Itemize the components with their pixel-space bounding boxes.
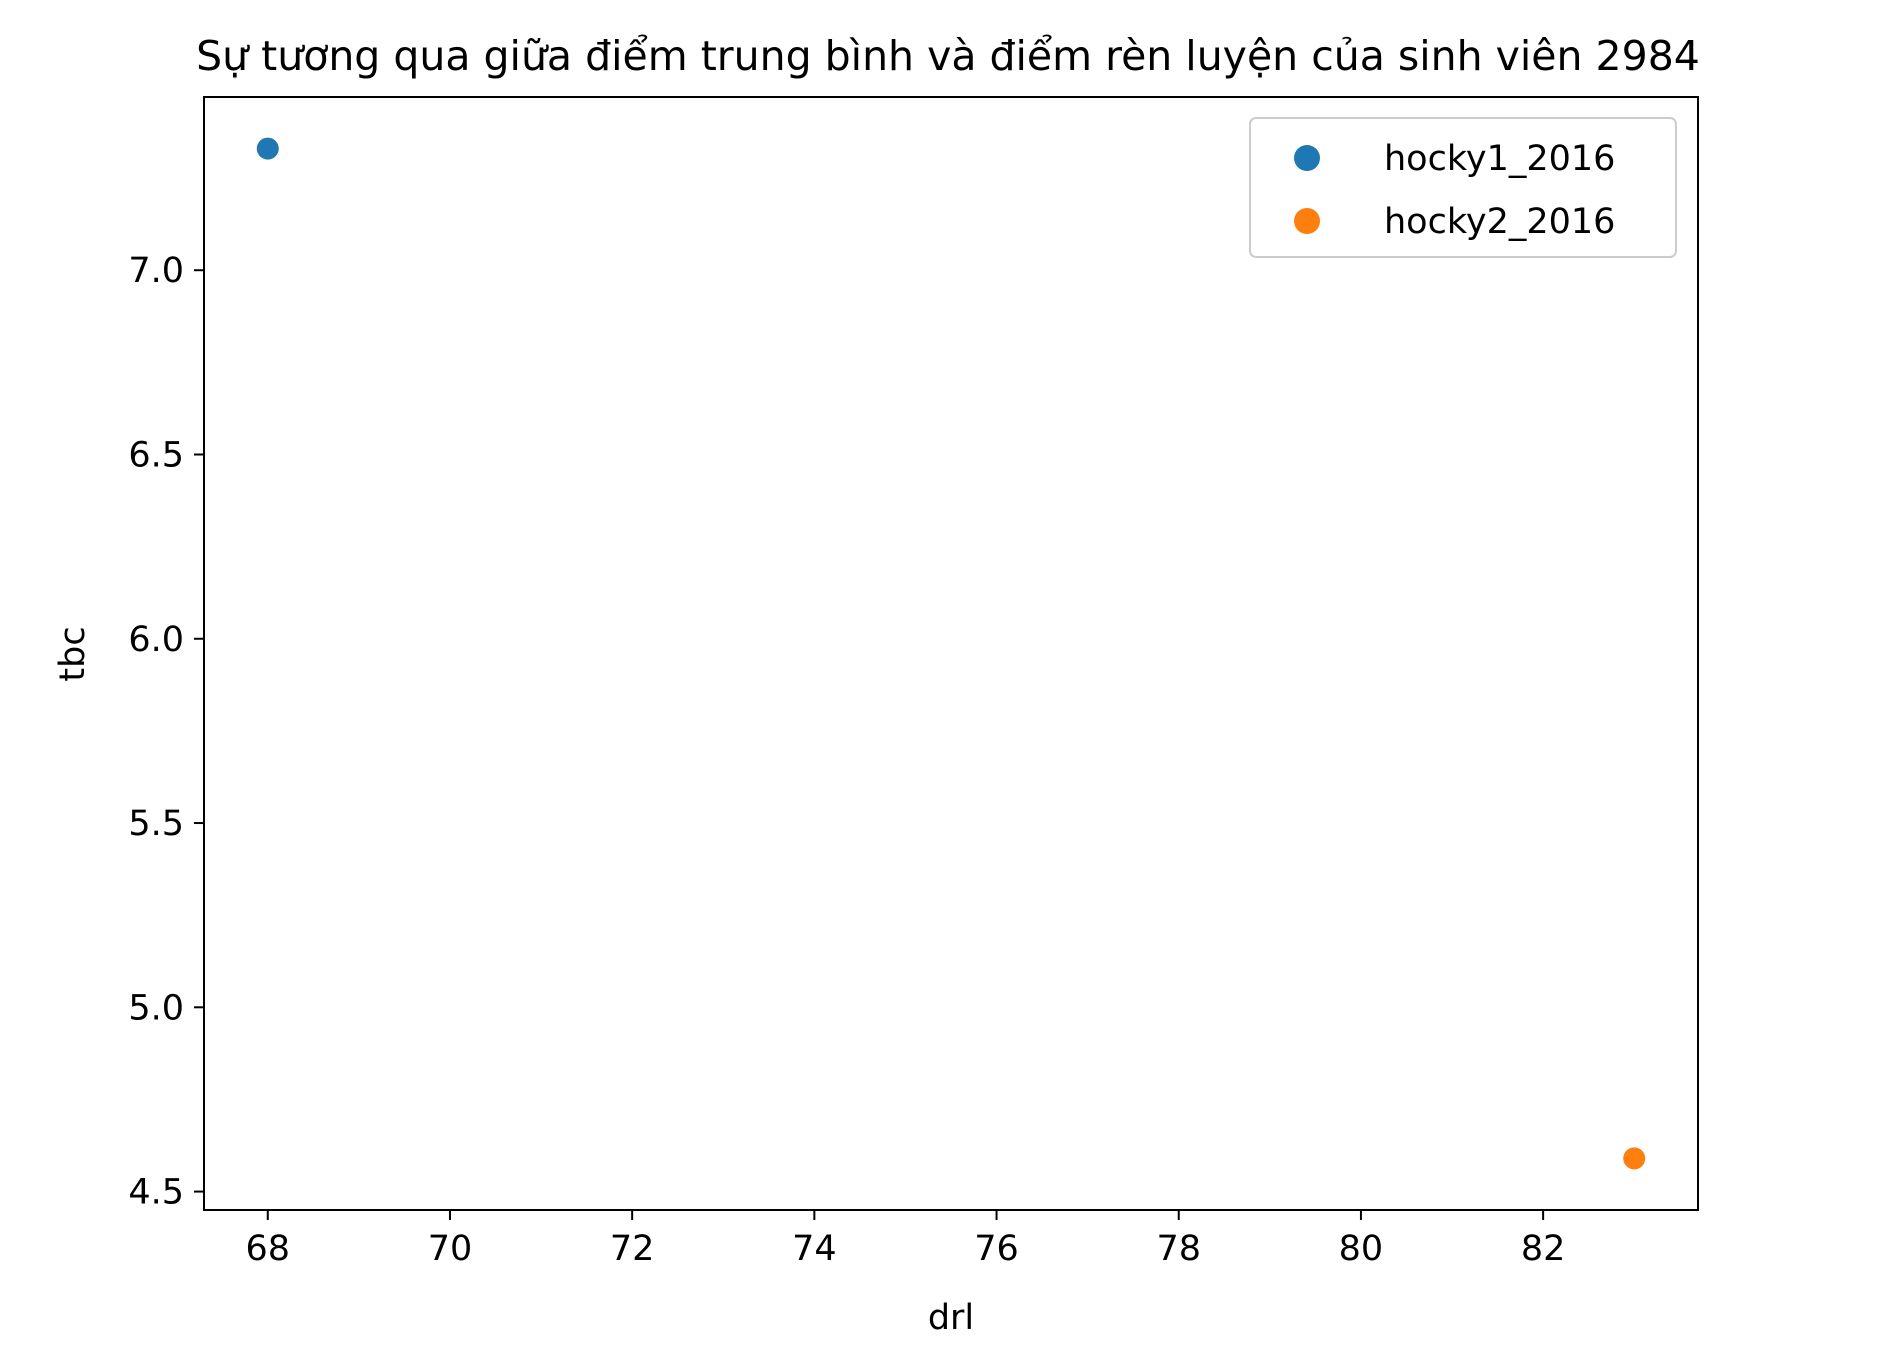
- legend-label-hocky1: hocky1_2016: [1384, 139, 1615, 179]
- y-tick-label: 6.0: [128, 620, 184, 660]
- x-tick-label: 76: [974, 1229, 1019, 1269]
- y-tick-label: 5.0: [128, 988, 184, 1028]
- y-tick-label: 7.0: [128, 251, 184, 291]
- chart-title: Sự tương qua giữa điểm trung bình và điể…: [196, 32, 1700, 80]
- x-axis-label: drl: [928, 1298, 974, 1338]
- x-tick-label: 82: [1521, 1229, 1566, 1269]
- legend-box: [1249, 117, 1677, 258]
- plot-area-frame: [203, 96, 1699, 1211]
- y-axis: 4.5 5.0 5.5 6.0 6.5 7.0: [128, 251, 204, 1213]
- x-tick-label: 70: [428, 1229, 473, 1269]
- legend: hocky1_2016 hocky2_2016: [1249, 117, 1677, 258]
- x-tick-label: 68: [245, 1229, 290, 1269]
- x-tick-label: 72: [610, 1229, 655, 1269]
- legend-label-hocky2: hocky2_2016: [1384, 202, 1615, 242]
- x-tick-label: 80: [1339, 1229, 1384, 1269]
- y-tick-label: 4.5: [128, 1173, 184, 1213]
- y-tick-label: 6.5: [128, 435, 184, 475]
- legend-marker-hocky1: [1294, 145, 1320, 171]
- y-tick-label: 5.5: [128, 804, 184, 844]
- data-point-hocky2_2016: [1623, 1147, 1646, 1170]
- x-tick-label: 74: [792, 1229, 837, 1269]
- x-axis: 68 70 72 74 76 78 80 82: [245, 1210, 1565, 1269]
- x-tick-label: 78: [1156, 1229, 1201, 1269]
- data-point-hocky1_2016: [256, 137, 279, 160]
- data-points: [256, 137, 1646, 1170]
- legend-marker-hocky2: [1294, 208, 1320, 234]
- y-axis-label: tbc: [53, 626, 93, 681]
